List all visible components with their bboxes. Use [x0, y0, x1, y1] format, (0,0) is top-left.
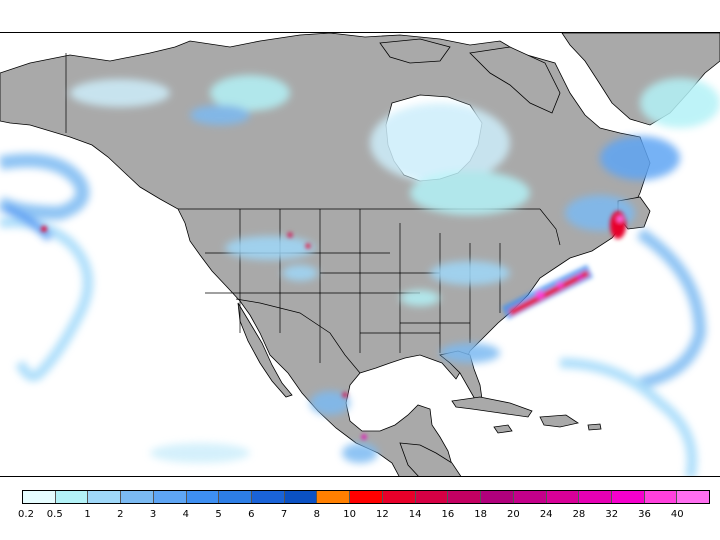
precipitation-layer — [0, 75, 720, 476]
legend-label: 36 — [638, 509, 651, 520]
legend-label: 18 — [474, 509, 488, 520]
legend-swatch — [611, 491, 645, 503]
legend-swatch — [121, 491, 154, 503]
legend-label: 8 — [313, 509, 321, 520]
puerto-rico — [587, 423, 602, 431]
legend-swatch — [481, 491, 514, 503]
legend-swatch — [415, 491, 449, 503]
legend-label: 2 — [117, 509, 124, 520]
arctic-island — [379, 38, 451, 64]
legend-swatch — [153, 491, 187, 503]
legend-swatch — [513, 491, 547, 503]
legend-swatch — [23, 491, 56, 503]
map-canvas — [0, 33, 720, 476]
legend-swatch — [186, 491, 220, 503]
legend-label: 5 — [215, 509, 222, 520]
baffin-island — [469, 46, 561, 114]
legend-swatch — [677, 491, 710, 503]
legend-label: 32 — [605, 509, 619, 520]
legend-swatch — [55, 491, 89, 503]
legend-label: 1 — [84, 509, 91, 520]
legend-label: 28 — [572, 509, 586, 520]
legend-label: 14 — [408, 509, 422, 520]
legend-label: 6 — [248, 509, 255, 520]
legend-label: 40 — [670, 509, 684, 520]
legend-label: 7 — [280, 509, 288, 520]
legend-swatch — [219, 491, 253, 503]
legend-swatch — [382, 491, 416, 503]
legend-swatch — [350, 491, 383, 503]
central-america — [399, 442, 462, 476]
legend-swatch — [284, 491, 318, 503]
legend-swatch — [579, 491, 612, 503]
legend-label: 24 — [539, 509, 553, 520]
legend-swatch — [88, 491, 122, 503]
hispaniola — [539, 414, 580, 428]
greenland — [561, 33, 720, 126]
precipitation-map — [0, 32, 720, 477]
political-boundaries — [65, 53, 561, 374]
legend-label: 0.2 — [18, 509, 34, 520]
legend-swatch — [252, 491, 285, 503]
legend-label: 20 — [507, 509, 520, 520]
legend-swatch — [448, 491, 482, 503]
legend-label: 12 — [376, 509, 389, 520]
legend-label: 3 — [149, 509, 157, 520]
legend-swatch — [644, 491, 678, 503]
legend-label: 4 — [182, 509, 189, 520]
baja-california — [237, 302, 293, 398]
jamaica — [493, 424, 513, 434]
legend-label: 10 — [343, 509, 356, 520]
precipitation-legend-colorbar — [22, 490, 710, 504]
legend-label: 0.5 — [46, 509, 63, 520]
precipitation-legend-labels: 0.2 0.5 1 2 3 4 5 6 7 8 10 12 14 16 18 20 24 28 32 36 40 — [0, 509, 720, 523]
legend-swatch — [546, 491, 580, 503]
legend-label: 16 — [441, 509, 455, 520]
cuba — [451, 396, 533, 418]
legend-swatch — [317, 491, 351, 503]
